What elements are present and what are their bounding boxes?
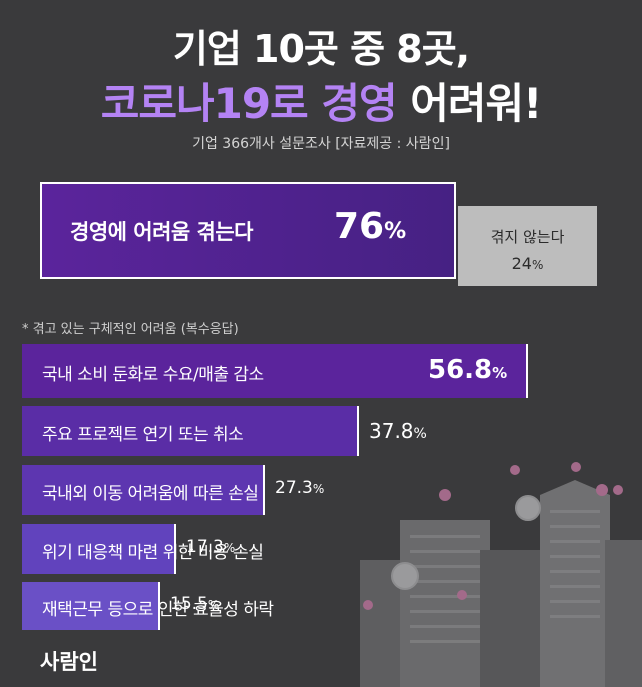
headline-end: 어려워! [410, 79, 542, 128]
saramin-logo: 사람인 [40, 650, 98, 674]
headline-line-2: 코로나19로 경영 어려워! [0, 70, 642, 131]
bar-3 [22, 465, 265, 515]
chart-note: * 겪고 있는 구체적인 어려움 (복수응답) [22, 322, 239, 337]
bar-label-5: 재택근무 등으로 인한 효율성 하락 [42, 600, 274, 620]
headline-accent-management: 경영 [321, 79, 397, 128]
bar-value-unit-3: % [312, 482, 325, 496]
bar-value-number-1: 56.8 [428, 355, 493, 385]
bar-label-4: 위기 대응책 마련 위한 비용 손실 [42, 543, 264, 563]
bar-value-number-4: 17.3 [186, 537, 224, 557]
headline-line-1: 기업 10곳 중 8곳, [172, 27, 470, 71]
bar-value-unit-1: % [492, 364, 508, 382]
bar-value-number-5: 15.5 [170, 594, 208, 614]
city-skyline-illustration [360, 462, 642, 687]
bar-4 [22, 524, 176, 574]
bar-value-unit-5: % [207, 598, 220, 612]
bar-value-5: 15.5% [170, 594, 219, 614]
bar-5 [22, 582, 160, 630]
bar-label-3: 국내외 이동 어려움에 따른 손실 [42, 484, 259, 504]
summary-side-label: 겪지 않는다 [490, 228, 565, 246]
bar-value-3: 27.3% [275, 478, 324, 498]
subtitle: 기업 366개사 설문조사 [자료제공 : 사람인] [192, 136, 450, 152]
summary-main-number: 76 [334, 206, 385, 247]
summary-side-pct: % [531, 258, 544, 272]
bar-value-unit-2: % [413, 426, 427, 442]
summary-main-pct: % [384, 219, 407, 244]
summary-main-label: 경영에 어려움 겪는다 [70, 220, 254, 244]
bar-value-unit-4: % [223, 541, 236, 555]
summary-side-value: 24% [458, 254, 597, 273]
summary-main-value: 76% [334, 206, 406, 247]
bar-value-1: 56.8% [428, 355, 507, 385]
bar-label-1: 국내 소비 둔화로 수요/매출 감소 [42, 365, 264, 385]
summary-side-box [458, 206, 597, 286]
bar-label-2: 주요 프로젝트 연기 또는 취소 [42, 425, 244, 445]
bar-2 [22, 406, 359, 456]
bar-value-number-3: 27.3 [275, 478, 313, 498]
bar-value-number-2: 37.8 [369, 419, 414, 443]
headline-accent-covid: 코로나19로 [100, 79, 309, 128]
bar-value-4: 17.3% [186, 537, 235, 557]
bar-value-2: 37.8% [369, 419, 427, 443]
bar-1 [22, 344, 528, 398]
summary-main-box [40, 182, 456, 279]
summary-side-number: 24 [511, 254, 532, 273]
